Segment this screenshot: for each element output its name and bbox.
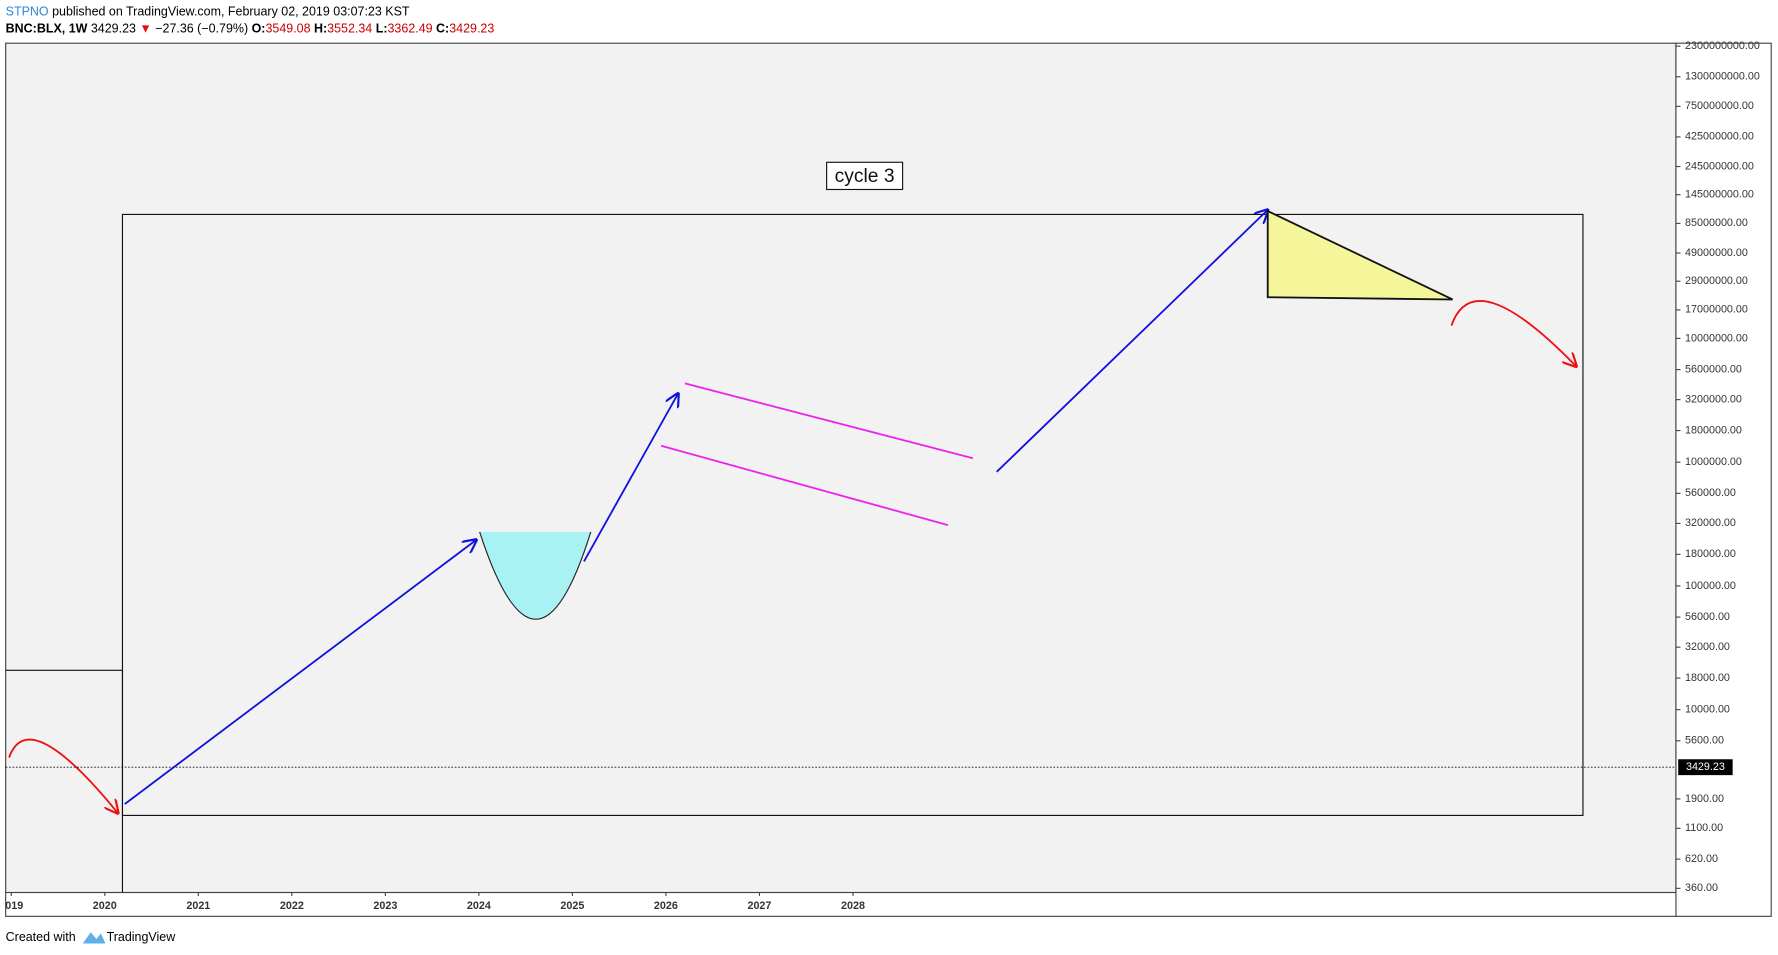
y-tick-label: 10000000.00 (1685, 332, 1748, 344)
x-tick-label: 2027 (747, 900, 771, 912)
cup-outline (479, 531, 592, 620)
y-tick-label: 1100.00 (1685, 822, 1723, 834)
open-label: O: (252, 22, 266, 36)
y-tick-label: 320000.00 (1685, 517, 1736, 529)
change: −27.36 (−0.79%) (155, 22, 248, 36)
low: 3362.49 (388, 22, 433, 36)
up-arrow (996, 210, 1268, 473)
y-tick-label: 620.00 (1685, 853, 1718, 865)
footer: Created with (6, 930, 76, 944)
up-arrow (124, 540, 477, 805)
x-tick-label: 2023 (373, 900, 397, 912)
y-tick-label: 56000.00 (1685, 611, 1730, 623)
symbol: BNC:BLX, 1W (6, 22, 88, 36)
header-line: STPNO published on TradingView.com, Febr… (6, 5, 410, 19)
x-tick-label: 2028 (841, 900, 865, 912)
y-tick-label: 750000000.00 (1685, 100, 1754, 112)
drawings: cycle 3 (5, 161, 1584, 893)
time-axis-labels: 2019 2020 2021 2022 2023 2024 2025 2026 2027 2028 (0, 892, 865, 912)
y-tick-label: 3200000.00 (1685, 394, 1742, 406)
close: 3429.23 (449, 22, 494, 36)
logo (82, 932, 106, 944)
y-tick-label: 32000.00 (1685, 641, 1730, 653)
y-tick-label: 1800000.00 (1685, 424, 1742, 436)
annotation-box (826, 161, 904, 191)
y-tick-label: 2300000000.00 (1685, 40, 1760, 52)
x-tick-label: 2025 (560, 900, 584, 912)
last: 3429.23 (91, 22, 136, 36)
cycle-box (121, 213, 1584, 816)
y-tick-label: 5600000.00 (1685, 363, 1742, 375)
y-tick-label: 360.00 (1685, 882, 1718, 894)
channel-line (660, 444, 949, 526)
y-tick-label: 17000000.00 (1685, 304, 1748, 316)
high: 3552.34 (327, 22, 372, 36)
arrow: ▼ (139, 22, 151, 36)
y-tick-label: 10000.00 (1685, 704, 1730, 716)
footer-created: Created with (6, 930, 76, 944)
y-tick-label: 145000000.00 (1685, 189, 1754, 201)
annotation: cycle 3 (835, 166, 895, 187)
footer-brand: TradingView (107, 930, 177, 944)
channel-line (684, 382, 974, 460)
y-tick-label: 425000000.00 (1685, 131, 1754, 143)
x-tick-label: 2021 (186, 900, 210, 912)
up-arrow (583, 394, 678, 562)
x-tick-label: 2020 (93, 900, 117, 912)
y-tick-label: 180000.00 (1685, 548, 1736, 560)
prev-cycle-box (5, 669, 124, 893)
low-label: L: (376, 22, 388, 36)
last-price-label: 3429.23 (1686, 761, 1725, 773)
open: 3549.08 (265, 22, 310, 36)
x-tick-label: 2019 (0, 900, 23, 912)
author: STPNO (6, 5, 49, 19)
published: published on TradingView.com, February 0… (52, 5, 410, 19)
y-tick-label: 5600.00 (1685, 735, 1724, 747)
y-tick-label: 1300000000.00 (1685, 71, 1760, 83)
down-curve (8, 738, 118, 814)
x-tick-label: 2024 (467, 900, 491, 912)
time-axis (5, 891, 1677, 917)
y-tick-label: 560000.00 (1685, 487, 1736, 499)
y-tick-label: 85000000.00 (1685, 217, 1748, 229)
triangle (1266, 209, 1453, 301)
x-tick-label: 2026 (654, 900, 678, 912)
down-curve (1450, 300, 1576, 366)
high-label: H: (314, 22, 327, 36)
x-tick-label: 2022 (280, 900, 304, 912)
y-tick-label: 1000000.00 (1685, 456, 1742, 468)
y-tick-label: 29000000.00 (1685, 275, 1748, 287)
close-label: C: (436, 22, 449, 36)
y-tick-label: 18000.00 (1685, 672, 1730, 684)
y-tick-label: 49000000.00 (1685, 247, 1748, 259)
y-tick-label: 1900.00 (1685, 793, 1724, 805)
y-tick-label: 100000.00 (1685, 580, 1736, 592)
ohlc-line: BNC:BLX, 1W 3429.23 ▼ −27.36 (−0.79%) O:… (6, 22, 495, 36)
last-price-badge (1678, 759, 1733, 776)
y-tick-label: 245000000.00 (1685, 160, 1754, 172)
price-axis (1675, 42, 1772, 917)
